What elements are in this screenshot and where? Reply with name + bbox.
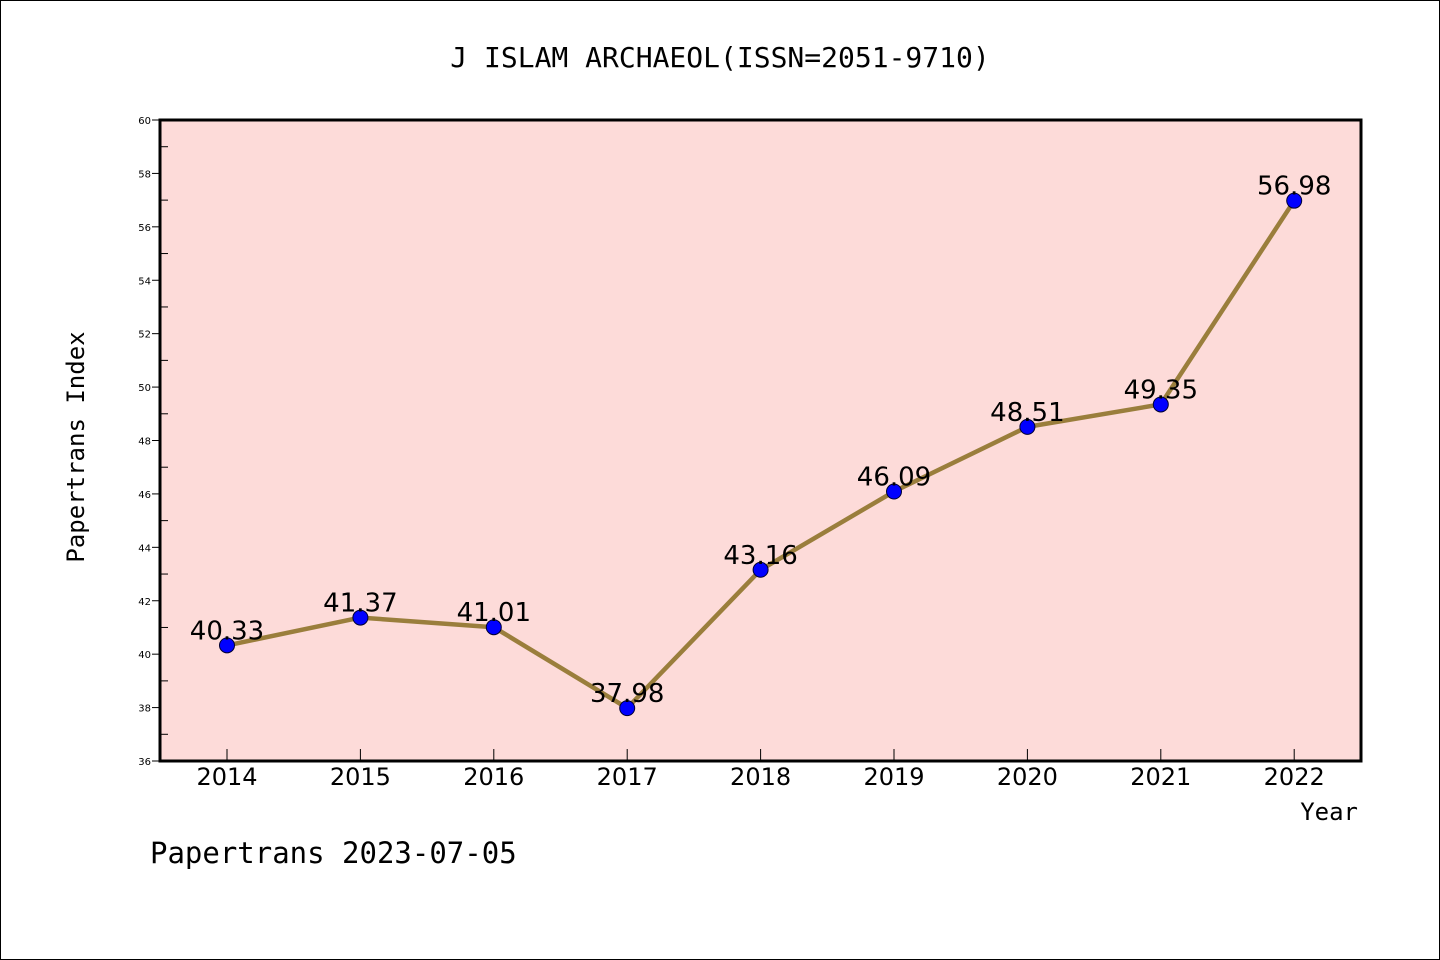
data-label: 40.33 (190, 616, 264, 646)
y-tick-label: 44 (138, 543, 151, 554)
y-tick-label: 36 (138, 757, 151, 768)
x-axis: 2014 2015 2016 2017 2018 2019 2020 2021 2022 (196, 749, 1325, 791)
y-tick-label: 56 (138, 223, 151, 234)
data-label: 43.16 (723, 541, 797, 571)
data-point (352, 609, 369, 626)
x-tick-label: 2014 (196, 763, 257, 791)
data-label: 49.35 (1124, 375, 1198, 405)
x-tick-label: 2021 (1130, 763, 1191, 791)
x-tick-label: 2017 (597, 763, 658, 791)
x-tick-label: 2020 (997, 763, 1058, 791)
footer-credit: Papertrans 2023-07-05 (150, 836, 517, 870)
y-tick-label: 46 (138, 490, 151, 501)
y-tick-label: 58 (138, 169, 151, 180)
x-axis-title: Year (1300, 798, 1358, 826)
data-point (752, 561, 769, 578)
data-label: 41.37 (323, 589, 397, 619)
data-label: 41.01 (457, 598, 531, 628)
y-tick-label: 42 (138, 597, 151, 608)
data-label: 56.98 (1257, 172, 1331, 202)
y-axis: 36 38 40 42 44 46 48 50 52 54 56 58 60 (138, 116, 168, 768)
x-tick-label: 2022 (1264, 763, 1325, 791)
y-tick-label: 60 (138, 116, 151, 127)
data-point (1152, 396, 1169, 413)
chart-title: J ISLAM ARCHAEOL(ISSN=2051-9710) (450, 41, 989, 74)
data-point (619, 700, 636, 717)
y-tick-label: 50 (138, 383, 151, 394)
data-point (485, 619, 502, 636)
data-label: 37.98 (590, 679, 664, 709)
x-tick-label: 2016 (463, 763, 524, 791)
data-point (1286, 192, 1303, 209)
data-point (1019, 418, 1036, 435)
y-tick-label: 40 (138, 650, 151, 661)
series-papertrans-index: 40.33 41.37 41.01 37.98 43.16 46.09 48.51 49.35… (190, 172, 1331, 717)
data-label: 48.51 (990, 398, 1064, 428)
y-tick-label: 38 (138, 704, 151, 715)
y-tick-label: 54 (138, 276, 151, 287)
y-tick-label: 52 (138, 330, 151, 341)
y-tick-label: 48 (138, 437, 151, 448)
x-tick-label: 2018 (730, 763, 791, 791)
y-axis-title: Papertrans Index (62, 331, 90, 562)
plot-area (158, 118, 1363, 763)
x-tick-label: 2015 (330, 763, 391, 791)
x-tick-label: 2019 (863, 763, 924, 791)
data-point (219, 637, 235, 654)
data-label: 46.09 (857, 463, 931, 493)
data-point (886, 483, 902, 500)
